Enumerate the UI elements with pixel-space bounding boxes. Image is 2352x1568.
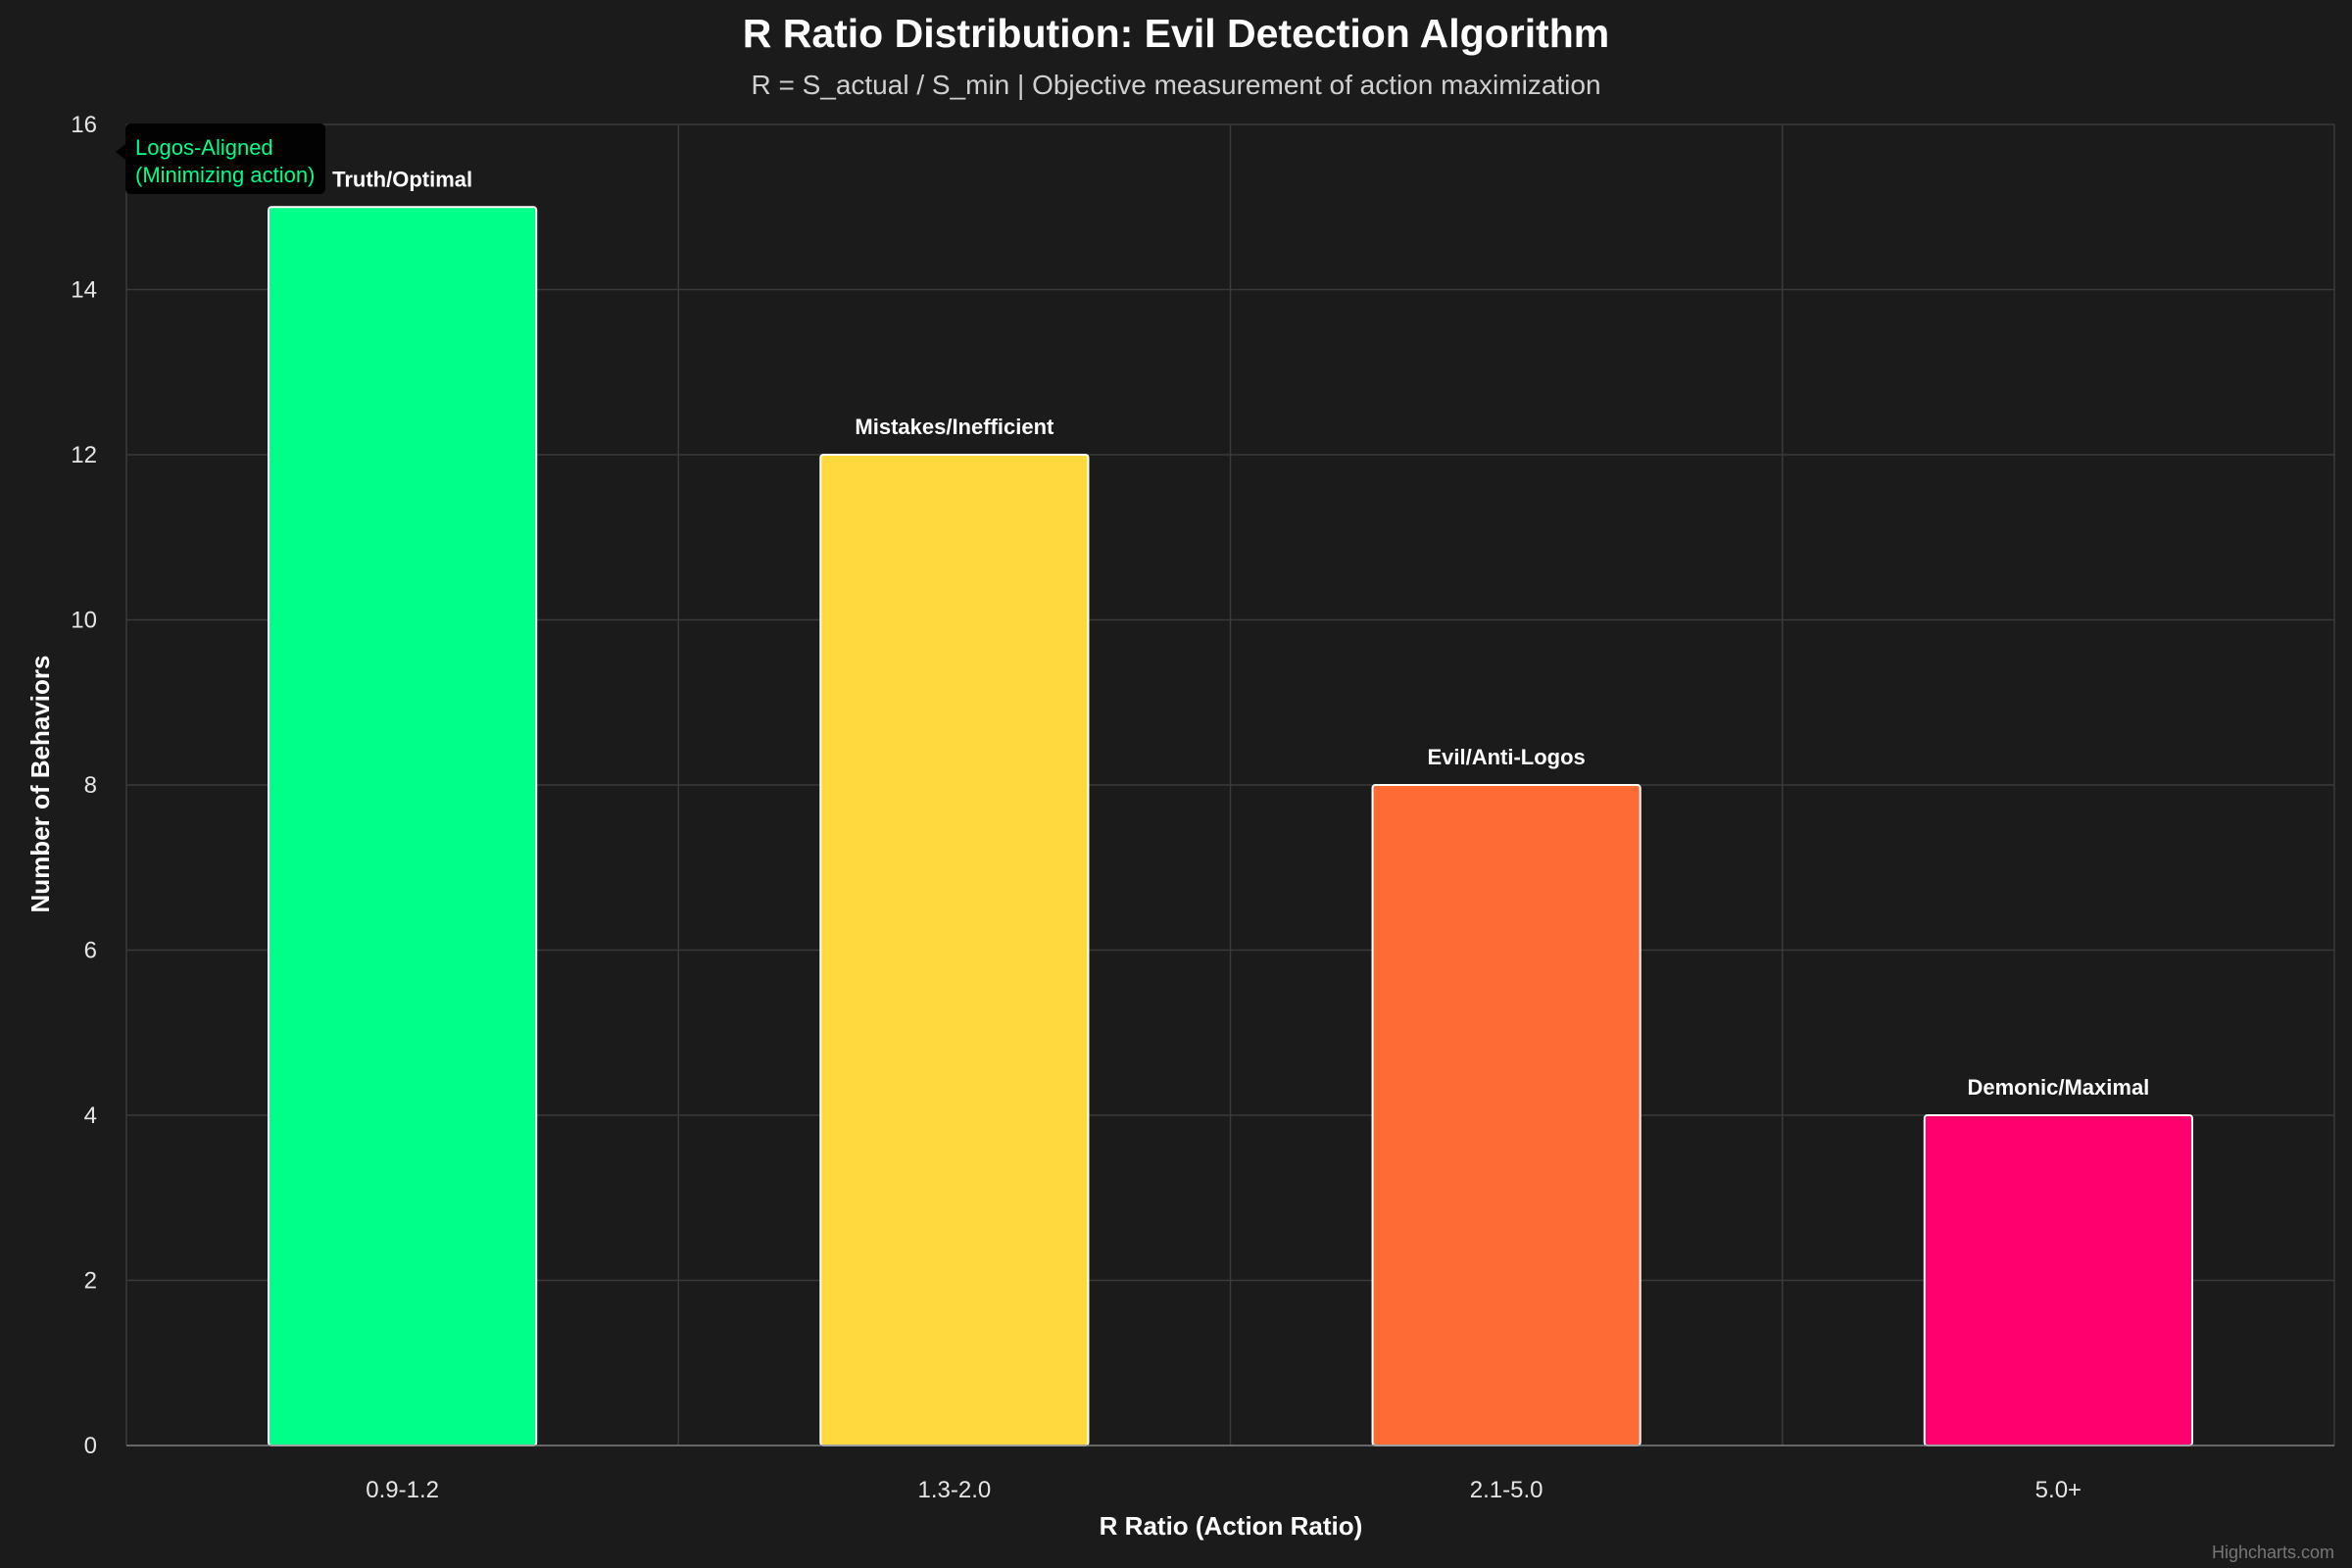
y-tick-label: 16	[71, 112, 97, 138]
x-tick-label: 5.0+	[2035, 1477, 2082, 1503]
y-axis-title: Number of Behaviors	[25, 656, 55, 913]
x-axis-title: R Ratio (Action Ratio)	[1100, 1511, 1363, 1541]
x-tick-label: 1.3-2.0	[918, 1477, 992, 1503]
bar-data-label: Evil/Anti-Logos	[1427, 745, 1585, 769]
chart-subtitle: R = S_actual / S_min | Objective measure…	[751, 70, 1600, 100]
credits-link[interactable]: Highcharts.com	[2212, 1543, 2334, 1562]
bar-0-9-1-2[interactable]	[268, 206, 538, 1446]
bar-data-label: Demonic/Maximal	[1967, 1075, 2149, 1100]
bar-data-label: Truth/Optimal	[332, 167, 472, 191]
data-labels: Truth/Optimal Mistakes/Inefficient Evil/An…	[332, 167, 2149, 1100]
bar-1-3-2-0[interactable]	[819, 454, 1090, 1446]
y-tick-label: 6	[84, 938, 97, 964]
y-tick-label: 2	[84, 1268, 97, 1295]
y-tick-label: 14	[71, 277, 97, 304]
bar-data-label: Mistakes/Inefficient	[855, 415, 1054, 439]
bar-2-1-5-0[interactable]	[1371, 784, 1642, 1446]
y-tick-label: 0	[84, 1433, 97, 1459]
y-axis-ticks: 0 2 4 6 8 10 12 14 16	[71, 112, 97, 1459]
tooltip-detail: (Minimizing action)	[135, 163, 315, 187]
bar-series[interactable]	[268, 206, 2193, 1446]
x-axis-ticks: 0.9-1.2 1.3-2.0 2.1-5.0 5.0+	[366, 1477, 2082, 1503]
tooltip-title: Logos-Aligned	[135, 135, 273, 160]
tooltip-box	[116, 123, 325, 194]
tooltip: Logos-Aligned (Minimizing action)	[116, 123, 325, 194]
x-tick-label: 2.1-5.0	[1470, 1477, 1544, 1503]
chart-title: R Ratio Distribution: Evil Detection Alg…	[743, 11, 1610, 56]
x-tick-label: 0.9-1.2	[366, 1477, 439, 1503]
y-tick-label: 10	[71, 608, 97, 634]
y-tick-label: 8	[84, 772, 97, 799]
y-tick-label: 4	[84, 1102, 97, 1129]
bar-5-0-[interactable]	[1923, 1114, 2193, 1446]
y-tick-label: 12	[71, 442, 97, 468]
